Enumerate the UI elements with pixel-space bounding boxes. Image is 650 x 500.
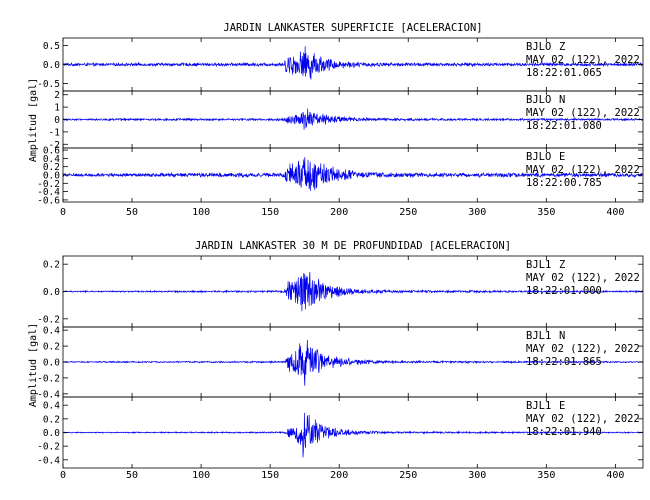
component-label: Z: [559, 259, 565, 271]
station-label: BJLO: [526, 151, 551, 163]
y-tick-label: -0.2: [37, 373, 60, 384]
chart-title: JARDIN LANKASTER 30 M DE PROFUNDIDAD [AC…: [195, 240, 511, 252]
x-tick-label: 50: [126, 470, 138, 481]
chart-2: JARDIN LANKASTER 30 M DE PROFUNDIDAD [AC…: [28, 240, 644, 481]
time-label: 18:22:01.865: [526, 356, 602, 368]
y-tick-label: 0.2: [43, 162, 60, 173]
y-tick-label: -0.5: [37, 79, 60, 90]
x-tick-label: 200: [330, 470, 348, 481]
y-tick-label: 0.5: [43, 41, 60, 52]
time-label: 18:22:01.000: [526, 285, 602, 297]
y-tick-label: 0.0: [43, 287, 60, 298]
y-tick-label: -2: [49, 140, 60, 151]
station-label: BJL1: [526, 400, 551, 412]
waveform-line: [62, 271, 644, 312]
x-tick-label: 250: [399, 207, 417, 218]
time-label: 18:22:01.940: [526, 426, 602, 438]
y-tick-label: 0.4: [43, 326, 60, 337]
component-label: E: [559, 400, 565, 412]
y-tick-label: 0.2: [43, 414, 60, 425]
y-tick-label: 0.6: [43, 146, 60, 157]
y-tick-label: 0.4: [43, 154, 60, 165]
time-label: 18:22:00.785: [526, 177, 602, 189]
x-tick-label: 100: [192, 207, 210, 218]
y-tick-label: -0.2: [37, 314, 60, 325]
date-label: MAY 02 (122), 2022: [526, 413, 640, 425]
y-tick-label: 0.0: [43, 358, 60, 369]
component-label: N: [559, 330, 565, 342]
waveform-line: [62, 339, 644, 386]
y-tick-label: -0.6: [37, 195, 60, 206]
component-label: E: [559, 151, 565, 163]
x-tick-label: 350: [537, 470, 555, 481]
y-tick-label: -0.4: [37, 389, 60, 400]
x-tick-label: 400: [606, 470, 624, 481]
chart-1: JARDIN LANKASTER SUPERFICIE [ACELERACION…: [28, 22, 644, 218]
x-tick-label: 150: [261, 470, 279, 481]
date-label: MAY 02 (122), 2022: [526, 343, 640, 355]
x-tick-label: 0: [60, 207, 66, 218]
date-label: MAY 02 (122), 2022: [526, 272, 640, 284]
station-label: BJLO: [526, 94, 551, 106]
y-tick-label: -0.4: [37, 455, 60, 466]
x-tick-label: 350: [537, 207, 555, 218]
x-tick-label: 100: [192, 470, 210, 481]
x-tick-label: 300: [468, 470, 486, 481]
y-axis-label: Amplitud [gal]: [28, 323, 39, 407]
waveform-line: [62, 108, 644, 130]
x-tick-label: 50: [126, 207, 138, 218]
station-label: BJLO: [526, 41, 551, 53]
y-tick-label: 0.0: [43, 60, 60, 71]
y-tick-label: 0.2: [43, 260, 60, 271]
chart-title: JARDIN LANKASTER SUPERFICIE [ACELERACION…: [223, 22, 482, 34]
y-tick-label: 0.0: [43, 171, 60, 182]
x-tick-label: 0: [60, 470, 66, 481]
date-label: MAY 02 (122), 2022: [526, 107, 640, 119]
station-label: BJL1: [526, 259, 551, 271]
y-tick-label: 2: [54, 90, 60, 101]
y-tick-label: 0.0: [43, 428, 60, 439]
component-label: Z: [559, 41, 565, 53]
x-tick-label: 150: [261, 207, 279, 218]
date-label: MAY 02 (122), 2022: [526, 164, 640, 176]
time-label: 18:22:01.080: [526, 120, 602, 132]
y-tick-label: -0.4: [37, 187, 60, 198]
x-tick-label: 200: [330, 207, 348, 218]
y-tick-label: 1: [54, 103, 60, 114]
y-tick-label: 0: [54, 115, 60, 126]
y-tick-label: 0.4: [43, 401, 60, 412]
x-tick-label: 250: [399, 470, 417, 481]
component-label: N: [559, 94, 565, 106]
y-axis-label: Amplitud [gal]: [28, 78, 39, 162]
waveform-line: [62, 412, 644, 458]
date-label: MAY 02 (122), 2022: [526, 54, 640, 66]
waveform-line: [62, 157, 644, 191]
y-tick-label: 0.2: [43, 342, 60, 353]
station-label: BJL1: [526, 330, 551, 342]
x-tick-label: 400: [606, 207, 624, 218]
y-tick-label: -0.2: [37, 179, 60, 190]
waveform-line: [62, 46, 644, 80]
y-tick-label: -0.2: [37, 442, 60, 453]
time-label: 18:22:01.065: [526, 67, 602, 79]
y-tick-label: -1: [49, 127, 61, 138]
x-tick-label: 300: [468, 207, 486, 218]
